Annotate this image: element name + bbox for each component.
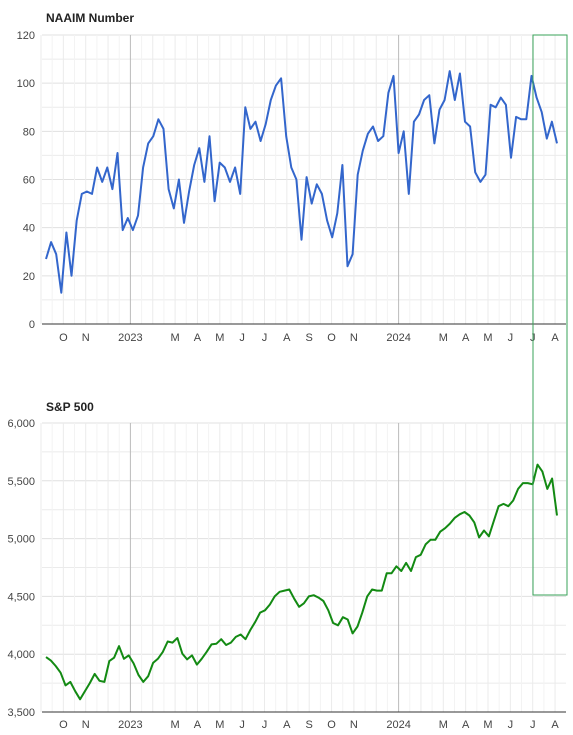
naaim-x-tick-label: 2023 [118, 332, 142, 344]
naaim-y-tick-label: 0 [29, 319, 35, 331]
sp500-y-tick-label: 4,000 [7, 649, 35, 661]
sp500-x-tick-label: J [530, 719, 536, 731]
naaim-chart-title: NAAIM Number [46, 11, 134, 25]
naaim-x-tick-label: A [462, 332, 470, 344]
sp500-y-tick-label: 5,000 [7, 534, 35, 546]
sp500-x-tick-label: J [239, 719, 245, 731]
sp500-y-tick-label: 5,500 [7, 476, 35, 488]
sp500-gridlines [40, 422, 566, 713]
recent-period-highlight-box [532, 34, 568, 596]
sp500-x-tick-label: J [262, 719, 268, 731]
sp500-x-tick-label: A [551, 719, 559, 731]
naaim-x-axis-ticks: O N 2023 M A M J J A S O N 2024 M A M J J A [59, 332, 559, 344]
naaim-x-tick-label: M [483, 332, 492, 344]
sp500-x-tick-label: 2023 [118, 719, 142, 731]
sp500-x-tick-label: M [171, 719, 180, 731]
naaim-x-tick-label: A [551, 332, 559, 344]
naaim-x-tick-label: J [239, 332, 245, 344]
naaim-y-tick-label: 120 [17, 30, 35, 42]
naaim-x-tick-label: A [283, 332, 291, 344]
sp500-y-tick-label: 3,500 [7, 707, 35, 719]
naaim-y-tick-label: 100 [17, 78, 35, 90]
naaim-y-axis-ticks: 0 20 40 60 80 100 120 [17, 30, 35, 331]
sp500-x-tick-label: S [306, 719, 313, 731]
sp500-x-tick-label: O [327, 719, 336, 731]
naaim-x-tick-label: N [82, 332, 90, 344]
naaim-x-tick-label: O [59, 332, 68, 344]
naaim-x-tick-label: O [327, 332, 336, 344]
naaim-series-line [45, 70, 558, 294]
naaim-y-tick-label: 60 [23, 175, 35, 187]
sp500-series-group [45, 463, 558, 701]
sp500-x-tick-label: J [508, 719, 514, 731]
naaim-y-tick-label: 80 [23, 126, 35, 138]
naaim-x-tick-label: M [439, 332, 448, 344]
naaim-x-tick-label: N [350, 332, 358, 344]
sp500-x-tick-label: 2024 [386, 719, 410, 731]
sp500-x-tick-label: M [215, 719, 224, 731]
naaim-series-group [45, 70, 558, 294]
naaim-x-tick-label: S [306, 332, 313, 344]
sp500-x-tick-label: A [462, 719, 470, 731]
naaim-x-tick-label: M [171, 332, 180, 344]
sp500-x-axis-ticks: O N 2023 M A M J J A S O N 2024 M A M J J A [59, 719, 559, 731]
naaim-x-tick-label: A [194, 332, 202, 344]
sp500-chart-title: S&P 500 [46, 400, 94, 414]
sp500-x-tick-label: N [350, 719, 358, 731]
naaim-x-tick-label: J [508, 332, 514, 344]
sp500-x-tick-label: N [82, 719, 90, 731]
naaim-gridlines [40, 34, 566, 325]
sp500-y-tick-label: 6,000 [7, 418, 35, 430]
sp500-series-line [45, 463, 558, 701]
sp500-x-tick-label: O [59, 719, 68, 731]
sp500-x-tick-label: M [439, 719, 448, 731]
naaim-y-tick-label: 40 [23, 223, 35, 235]
naaim-x-tick-label: M [215, 332, 224, 344]
sp500-x-tick-label: A [194, 719, 202, 731]
sp500-y-axis-ticks: 3,500 4,000 4,500 5,000 5,500 6,000 [7, 418, 35, 719]
naaim-x-tick-label: J [262, 332, 268, 344]
sp500-y-tick-label: 4,500 [7, 591, 35, 603]
naaim-x-tick-label: 2024 [386, 332, 410, 344]
sp500-x-tick-label: A [283, 719, 291, 731]
naaim-y-tick-label: 20 [23, 271, 35, 283]
sp500-x-tick-label: M [483, 719, 492, 731]
